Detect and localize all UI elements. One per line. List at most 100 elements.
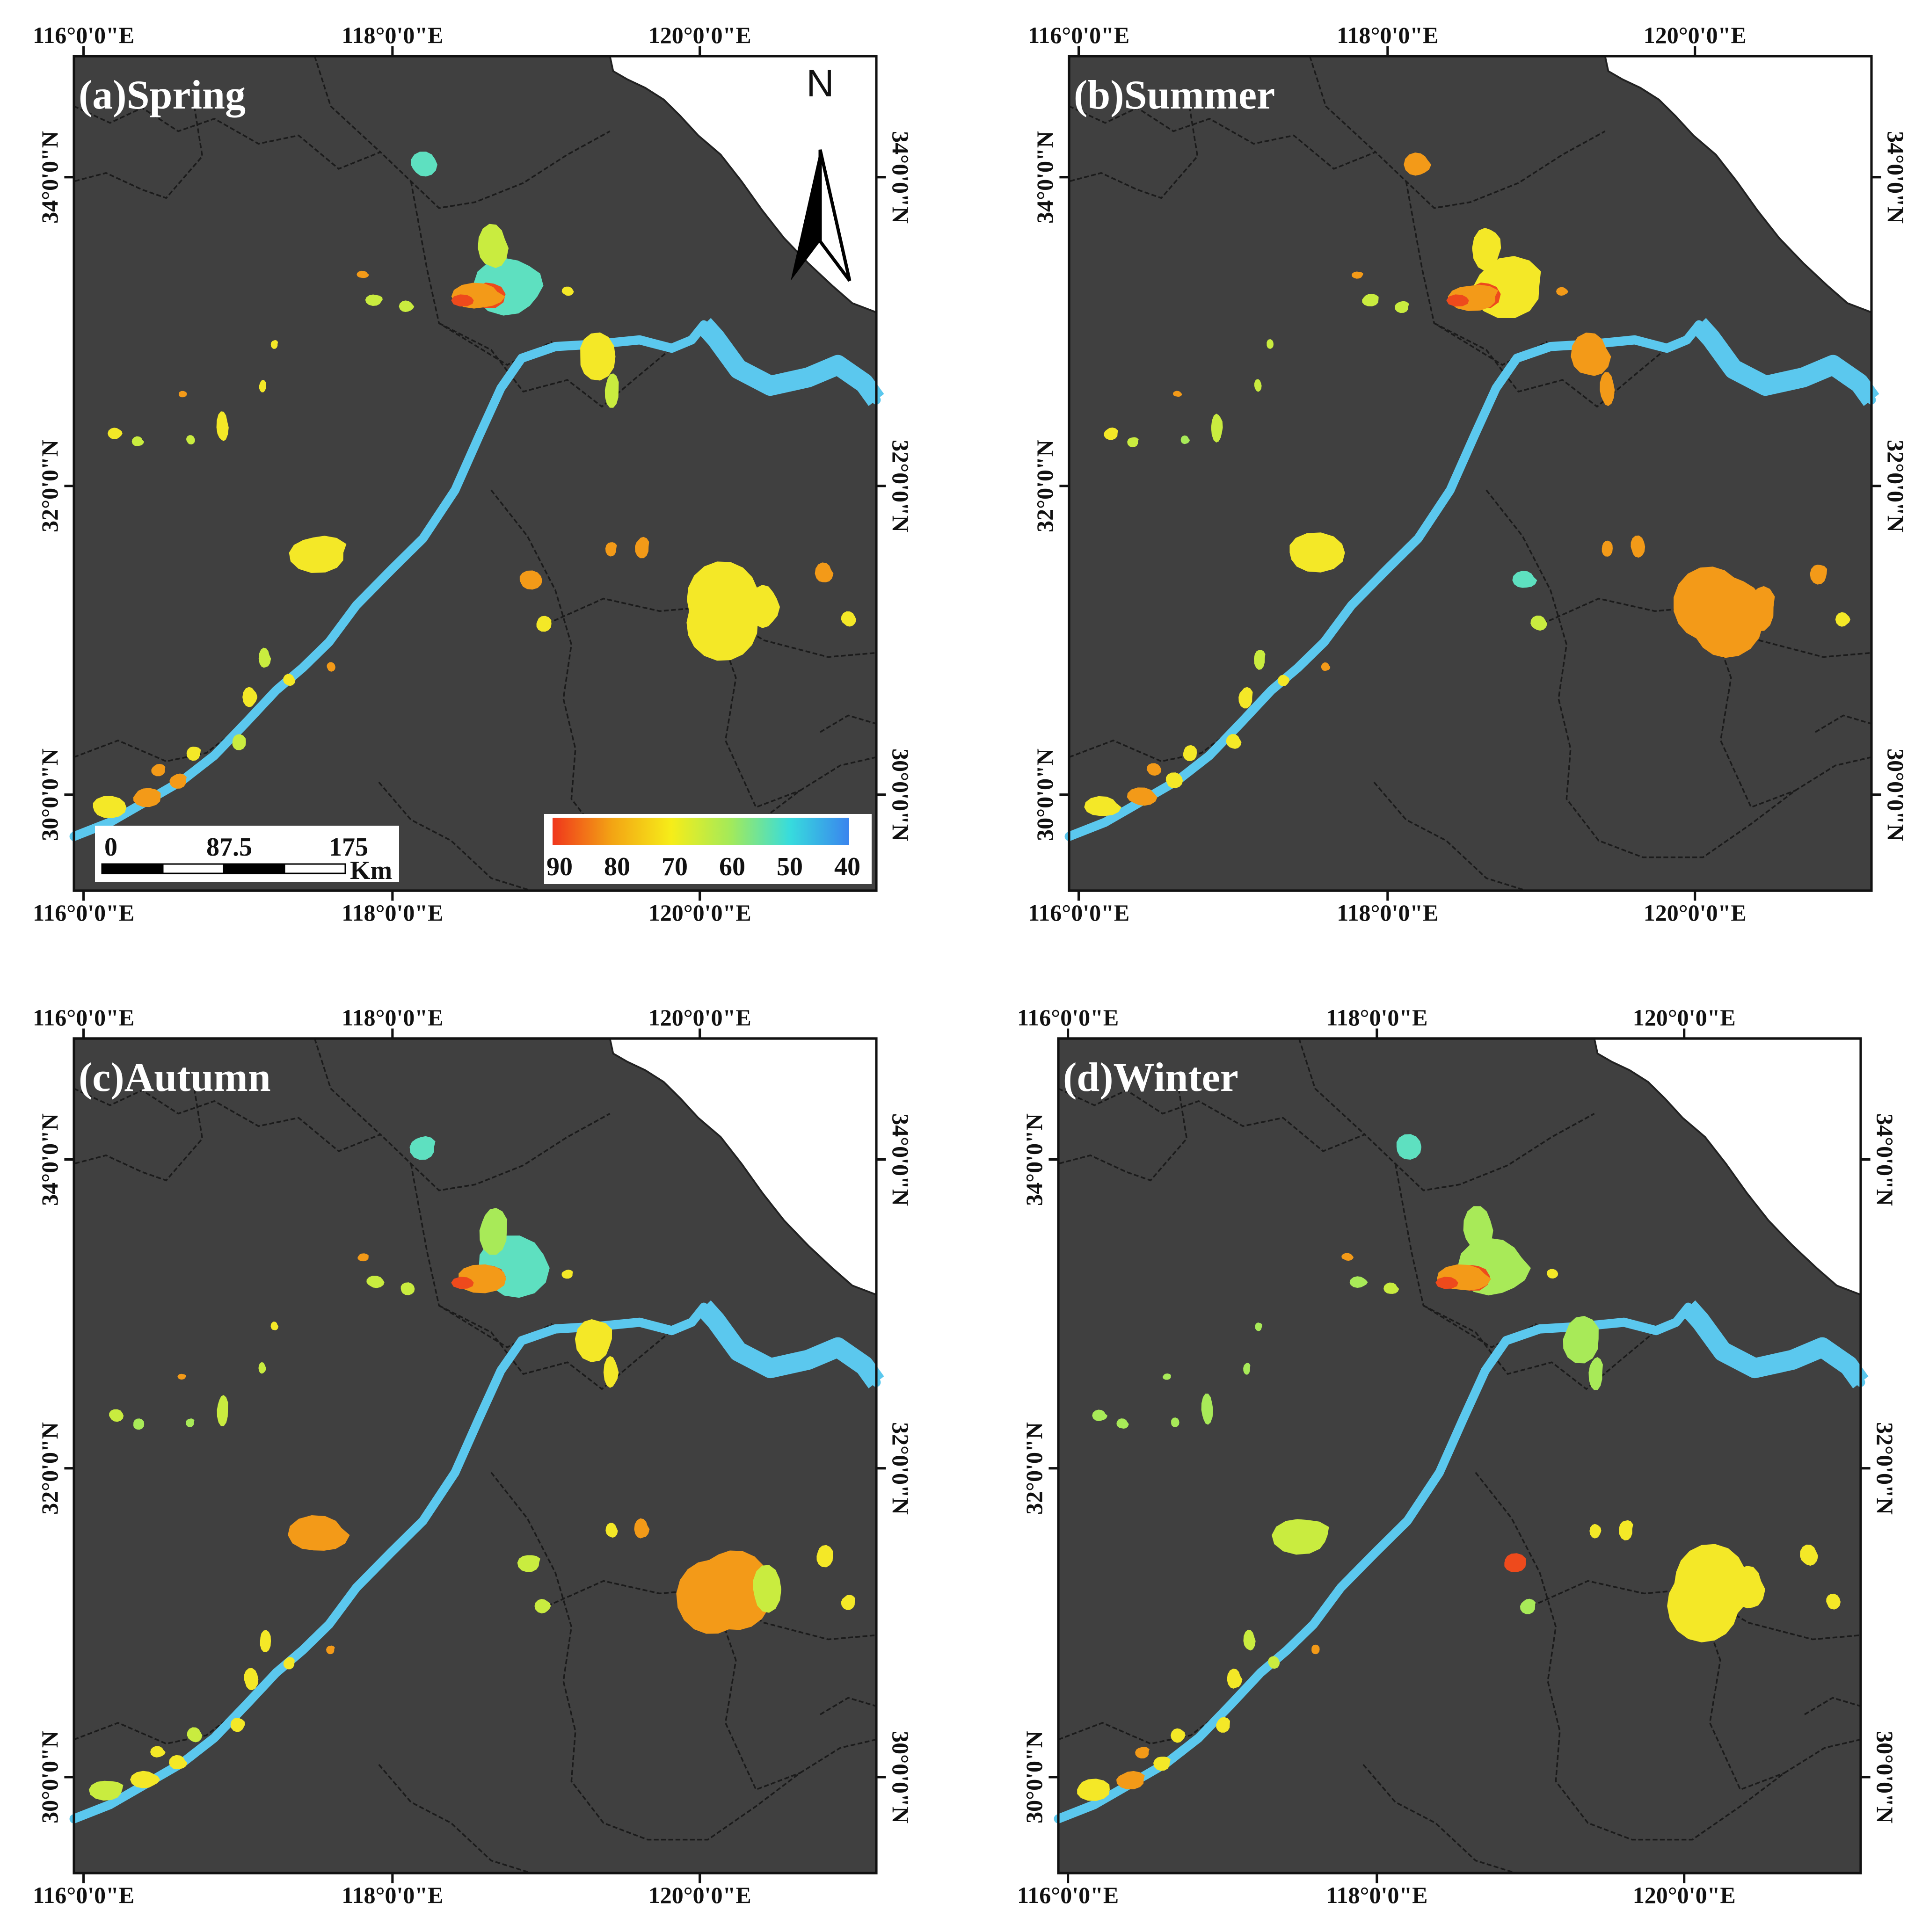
lake [1084, 796, 1121, 816]
map-panel-c [64, 1028, 886, 1883]
map-panel-a [64, 46, 886, 901]
lake [1127, 787, 1158, 806]
lake [400, 1282, 415, 1295]
lake [326, 1645, 335, 1655]
lake [1211, 414, 1223, 443]
boundary-line [719, 1614, 801, 1791]
coastline [1593, 1038, 1861, 1296]
x-tick-label-bottom: 118°0'0"E [342, 1882, 444, 1908]
lake [1077, 1779, 1110, 1801]
lake [186, 1418, 195, 1427]
lake-warm-edge [451, 294, 474, 307]
lake [1243, 1629, 1256, 1651]
lake [1268, 1656, 1280, 1669]
sea-area [1605, 56, 1871, 312]
legend-tick-label: 60 [719, 852, 745, 881]
boundary-line [438, 322, 672, 408]
lake [365, 294, 383, 306]
lake [1172, 391, 1182, 397]
lake [133, 788, 161, 807]
y-tick-label-right: 30°0'0"N [888, 1730, 914, 1823]
lake [1267, 339, 1274, 349]
boundary-line [1298, 1038, 1366, 1135]
boundary-line [1309, 56, 1376, 153]
lake [1127, 437, 1139, 448]
lakes [93, 152, 857, 819]
lake [580, 332, 616, 381]
lake [357, 270, 369, 278]
lake [327, 662, 335, 672]
lake [1183, 745, 1197, 761]
map-panel-b [1059, 46, 1881, 901]
boundary-line [73, 106, 204, 199]
lake [1201, 1394, 1213, 1425]
lake [186, 747, 201, 761]
lake [1216, 1717, 1230, 1733]
y-tick-label-left: 32°0'0"N [1032, 439, 1058, 532]
lake [753, 1565, 781, 1613]
lake [1520, 1598, 1536, 1614]
lake [534, 1598, 551, 1613]
lake [1667, 1544, 1751, 1642]
lake [232, 734, 246, 750]
y-tick-label-right: 30°0'0"N [1872, 1730, 1898, 1823]
lake [1163, 1373, 1171, 1380]
y-tick-label-right: 32°0'0"N [1883, 439, 1909, 532]
boundary-line [1373, 781, 1527, 892]
y-tick-label-right: 30°0'0"N [888, 748, 914, 841]
panel-title: (b)Summer [1074, 73, 1275, 118]
lake [1472, 227, 1501, 271]
province-boundaries [1069, 56, 1872, 892]
lake [1311, 1644, 1320, 1655]
boundary-line [1362, 1764, 1516, 1874]
lake [1255, 1322, 1262, 1331]
lake [479, 1207, 508, 1255]
lake [676, 1550, 772, 1634]
lake [288, 1515, 350, 1551]
lake [686, 561, 762, 661]
lake [1734, 1565, 1766, 1609]
river-estuary [1681, 1300, 1869, 1388]
lake [561, 1270, 573, 1279]
color-legend [544, 814, 872, 884]
river-estuary [1692, 318, 1879, 406]
scale-bar-segment [101, 863, 164, 874]
boundary-line [313, 56, 381, 153]
lake [216, 411, 229, 441]
y-tick-label-left: 34°0'0"N [1032, 131, 1058, 224]
boundary-line [719, 632, 801, 808]
lake [1602, 540, 1613, 557]
x-tick-label-top: 120°0'0"E [648, 22, 751, 48]
river-estuary [697, 1300, 884, 1388]
lake [841, 1595, 856, 1610]
y-tick-label-right: 34°0'0"N [1872, 1113, 1898, 1206]
north-arrow-left [791, 150, 820, 281]
lake [815, 562, 834, 582]
scale-bar [95, 826, 399, 882]
lake [1289, 532, 1345, 573]
lake [603, 1356, 619, 1388]
lake [258, 1362, 266, 1374]
legend-tick-label: 80 [604, 852, 630, 881]
lake [186, 435, 195, 445]
y-tick-label-left: 32°0'0"N [36, 1422, 63, 1515]
y-tick-label-left: 34°0'0"N [36, 1113, 63, 1206]
lake [133, 1418, 145, 1430]
lake [1571, 332, 1611, 376]
lake [260, 1630, 271, 1653]
lake [258, 647, 271, 668]
lake [841, 611, 857, 627]
lake [289, 536, 347, 573]
lake-warm-edge [1435, 1277, 1458, 1289]
lake [605, 542, 617, 557]
lake [1835, 612, 1850, 627]
north-arrow-label: N [806, 62, 834, 105]
lake [1396, 1134, 1422, 1160]
x-tick-label-top: 120°0'0"E [1643, 22, 1747, 48]
lake [1463, 1206, 1493, 1253]
lake [1618, 1520, 1633, 1540]
sea-area [610, 1039, 876, 1295]
x-tick-label-bottom: 116°0'0"E [1027, 900, 1130, 926]
lake [1674, 567, 1763, 658]
lake [575, 1319, 612, 1362]
